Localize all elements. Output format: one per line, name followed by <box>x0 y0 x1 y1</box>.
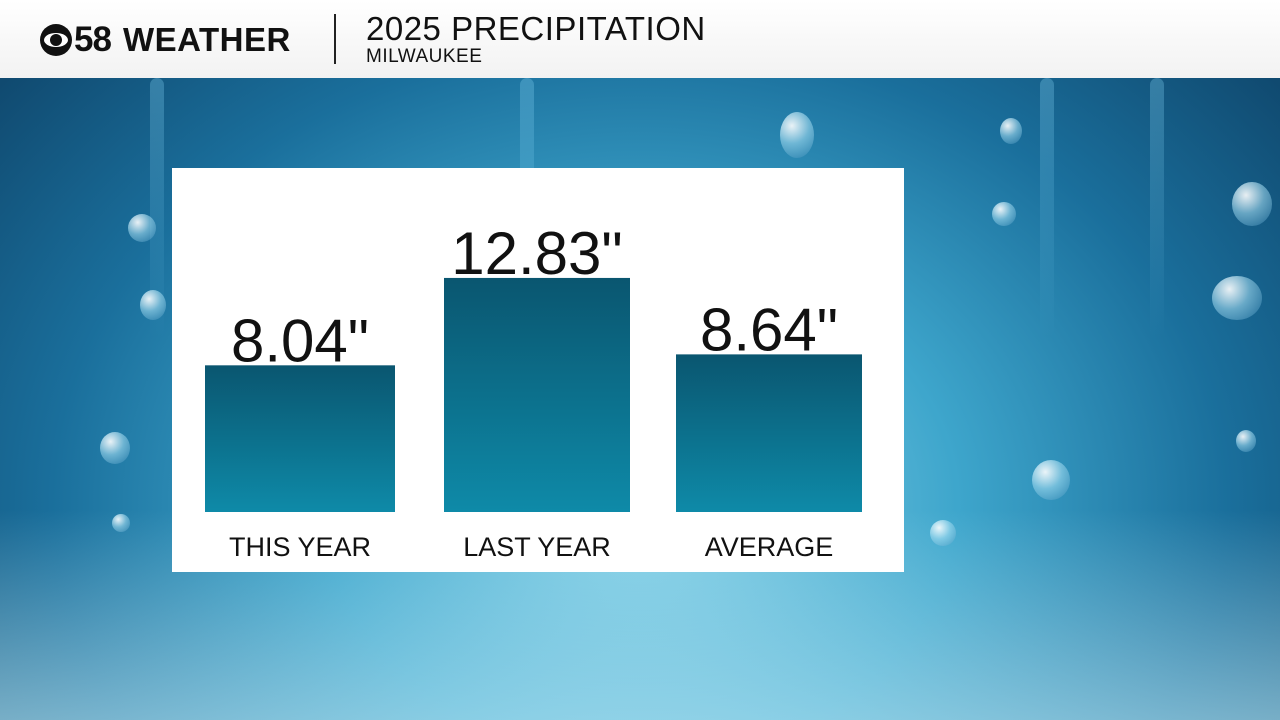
value-label: 12.83" <box>451 220 622 287</box>
category-label: AVERAGE <box>705 532 834 562</box>
chart-panel: 8.04" THIS YEAR 12.83" LAST YEAR 8.64" AVERAG… <box>172 168 904 572</box>
header-bar: 58 WEATHER 2025 PRECIPITATION MILWAUKEE <box>0 0 1280 78</box>
raindrop <box>140 290 166 320</box>
value-label: 8.64" <box>700 296 838 363</box>
raindrop <box>1000 118 1022 144</box>
rain-streak <box>1150 78 1164 338</box>
value-label: 8.04" <box>231 307 369 374</box>
bar-average <box>676 354 862 512</box>
logo-word: WEATHER <box>122 21 291 58</box>
page-subtitle: MILWAUKEE <box>366 46 483 67</box>
bar-chart: 8.04" THIS YEAR 12.83" LAST YEAR 8.64" AVERAG… <box>205 220 862 562</box>
station-logo: 58 WEATHER <box>40 20 291 60</box>
raindrop <box>128 214 156 242</box>
rain-streak <box>1040 78 1054 338</box>
header-divider <box>334 14 336 64</box>
raindrop <box>1232 182 1272 226</box>
rain-streak <box>150 78 164 338</box>
raindrop <box>1212 276 1262 320</box>
category-label: LAST YEAR <box>463 532 611 562</box>
raindrop <box>992 202 1016 226</box>
page-title: 2025 PRECIPITATION <box>366 10 706 47</box>
category-label: THIS YEAR <box>229 532 371 562</box>
eye-icon <box>40 24 72 56</box>
raindrop <box>100 432 130 464</box>
raindrop <box>1236 430 1256 452</box>
bar-last-year <box>444 277 630 512</box>
raindrop <box>1032 460 1070 500</box>
logo-number: 58 <box>74 20 112 59</box>
raindrop <box>780 112 814 158</box>
bar-this-year <box>205 365 395 512</box>
